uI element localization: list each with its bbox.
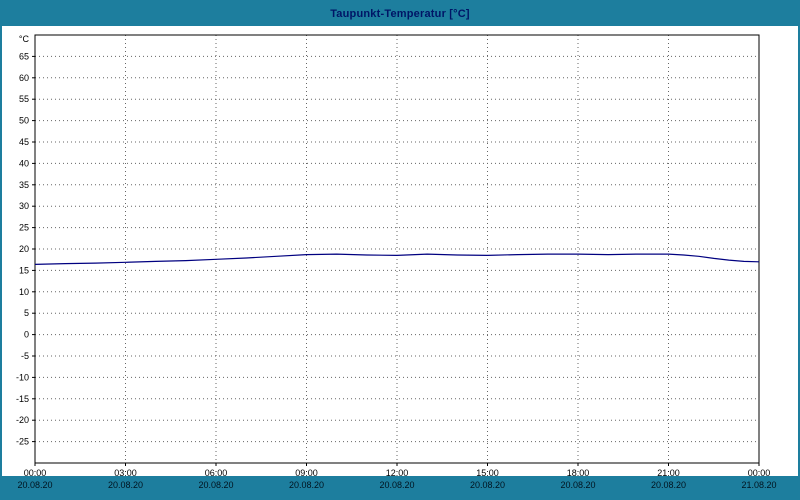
x-tick-label: 00:00 [748, 468, 771, 476]
y-tick-label: 30 [19, 201, 29, 211]
x-tick-label: 09:00 [295, 468, 318, 476]
title-bar: Taupunkt-Temperatur [°C] [2, 2, 798, 26]
x-date-label: 20.08.20 [560, 480, 596, 490]
x-tick-label: 03:00 [114, 468, 137, 476]
y-tick-label: -5 [21, 351, 29, 361]
y-tick-label: 60 [19, 73, 29, 83]
y-tick-label: 5 [24, 308, 29, 318]
chart-svg: -25 -20 -15 -10 -5 0 5 10 15 20 25 30 35 40 45 50 55 60 65… [16, 34, 771, 476]
y-tick-label: 65 [19, 51, 29, 61]
x-date-label: 21.08.20 [741, 480, 777, 490]
date-footer: 20.08.20 20.08.20 20.08.20 20.08.20 20.08.20… [2, 476, 798, 498]
x-tick-label: 15:00 [476, 468, 499, 476]
y-tick-label: -25 [16, 437, 29, 447]
y-tick-label: 15 [19, 265, 29, 275]
x-date-label: 20.08.20 [107, 480, 144, 490]
x-date-label: 20.08.20 [469, 480, 506, 490]
x-tick-label: 06:00 [205, 468, 228, 476]
y-tick-label: -10 [16, 372, 29, 382]
x-date-label: 20.08.20 [198, 480, 234, 490]
y-tick-label: 25 [19, 223, 29, 233]
y-tick-label: -15 [16, 394, 29, 404]
plot-area: -25 -20 -15 -10 -5 0 5 10 15 20 25 30 35 40 45 50 55 60 65… [2, 26, 798, 476]
x-tick-label: 18:00 [567, 468, 590, 476]
x-tick-label: 21:00 [657, 468, 680, 476]
series-line [34, 253, 760, 265]
y-tick-label: 55 [19, 94, 29, 104]
y-tick-label: -20 [16, 415, 29, 425]
y-axis-unit: °C [19, 34, 30, 44]
x-tick-label: 12:00 [386, 468, 409, 476]
x-tick-label: 00:00 [24, 468, 47, 476]
plot-border [34, 34, 760, 464]
y-tick-label: 45 [19, 137, 29, 147]
x-date-label: 20.08.20 [288, 480, 325, 490]
y-tick-label: 40 [19, 158, 29, 168]
x-date-label: 20.08.20 [650, 480, 687, 490]
x-date-label: 20.08.20 [379, 480, 415, 490]
chart-title: Taupunkt-Temperatur [°C] [330, 8, 470, 20]
y-tick-label: 10 [19, 287, 29, 297]
y-tick-label: 20 [19, 244, 29, 254]
x-date-label: 20.08.20 [17, 480, 53, 490]
y-tick-label: 0 [24, 330, 29, 340]
y-tick-label: 35 [19, 180, 29, 190]
y-tick-label: 50 [19, 116, 29, 126]
